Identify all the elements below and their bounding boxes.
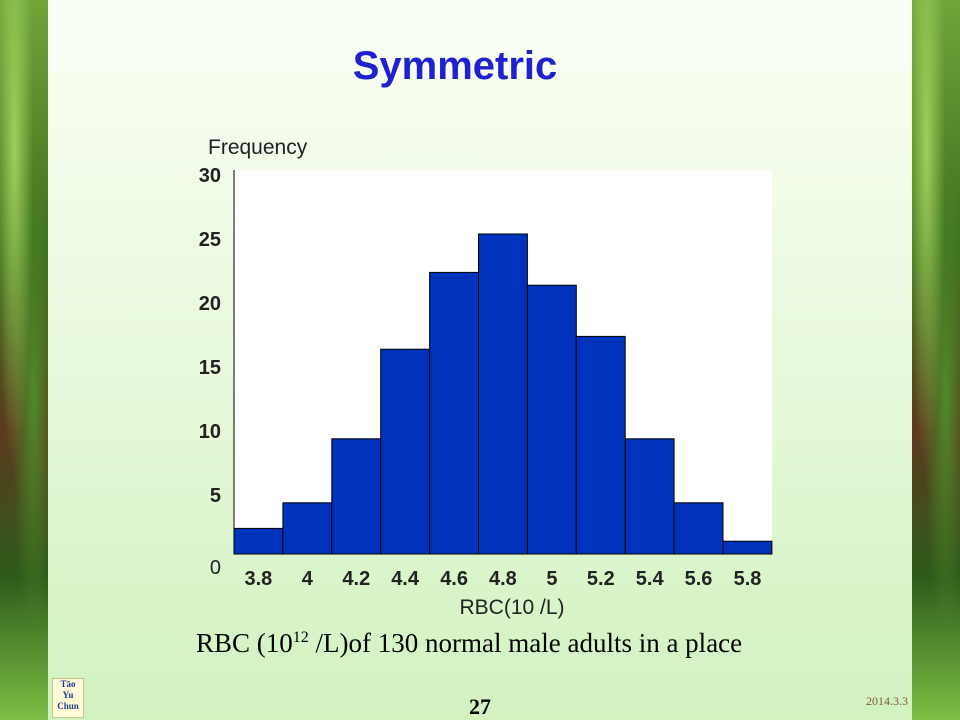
x-tick-labels: 3.8 4 4.2 4.4 4.6 4.8 5 5.2 5.4 5.6 5.8	[244, 568, 761, 590]
caption-suffix: /L)of 130 normal male adults in a place	[308, 628, 743, 658]
author-logo: Tāo Yu Chun	[52, 678, 84, 718]
x-tick-label: 5.4	[636, 568, 665, 590]
logo-line: Tāo	[60, 679, 76, 689]
x-tick-label: 5.2	[587, 568, 615, 590]
page-number: 27	[469, 694, 491, 719]
y-tick-label: 5	[210, 485, 221, 507]
histogram-bar	[478, 233, 528, 555]
x-tick-label: 4.6	[440, 568, 468, 590]
chart-caption: RBC (1012 /L)of 130 normal male adults i…	[196, 628, 742, 659]
logo-line: Chun	[57, 701, 79, 711]
left-tree-border	[0, 0, 48, 720]
x-tick-label: 5.6	[685, 568, 713, 590]
y-tick-label: 10	[199, 421, 221, 443]
y-tick-label: 0	[210, 557, 221, 579]
y-tick-label: 25	[199, 229, 221, 251]
x-axis-label: RBC(10 /L)	[459, 596, 564, 619]
x-tick-label: 4.2	[342, 568, 370, 590]
histogram-bar	[526, 284, 577, 555]
histogram-bar	[233, 527, 284, 555]
x-tick-label: 3.8	[244, 568, 272, 590]
x-tick-label: 5	[546, 568, 557, 590]
histogram-bar	[722, 540, 773, 555]
x-tick-label: 4.4	[391, 568, 420, 590]
histogram-bar	[624, 438, 675, 555]
x-tick-label: 4.8	[489, 568, 517, 590]
y-axis-label: Frequency	[208, 136, 308, 159]
y-tick-labels: 0 5 10 15 20 25 30	[199, 165, 221, 579]
y-tick-label: 30	[199, 165, 221, 187]
y-tick-label: 15	[199, 357, 221, 379]
slide-title: Symmetric	[352, 44, 558, 88]
histogram-bar	[575, 335, 626, 555]
histogram-bar	[673, 502, 724, 555]
x-tick-label: 5.8	[734, 568, 762, 590]
histogram-bar	[429, 271, 480, 555]
x-tick-label: 4	[302, 568, 314, 590]
bars-group	[233, 233, 773, 555]
right-tree-border	[912, 0, 960, 720]
caption-superscript: 12	[292, 629, 309, 646]
histogram-bar	[380, 348, 431, 555]
histogram-bar	[282, 502, 333, 555]
histogram-bar	[331, 438, 382, 555]
y-tick-label: 20	[199, 293, 221, 315]
logo-line: Yu	[62, 690, 74, 700]
caption-prefix: RBC (10	[196, 628, 293, 658]
slide-date: 2014.3.3	[866, 694, 908, 708]
